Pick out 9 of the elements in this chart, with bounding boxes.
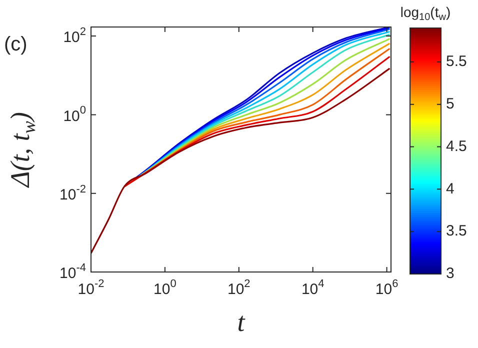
color-bar-label: 5: [446, 95, 454, 112]
color-bar-label: 4: [446, 180, 454, 198]
color-bar-label: 3.5: [446, 222, 467, 240]
color-bar-label: 4.5: [446, 138, 467, 155]
x-axis-title: t: [237, 307, 246, 338]
color-bar-label: 3: [446, 265, 454, 282]
text: (c): [4, 34, 28, 56]
y-axis-title: Δ(t, tw): [5, 112, 40, 188]
color-bar-label: 5.5: [446, 53, 467, 70]
